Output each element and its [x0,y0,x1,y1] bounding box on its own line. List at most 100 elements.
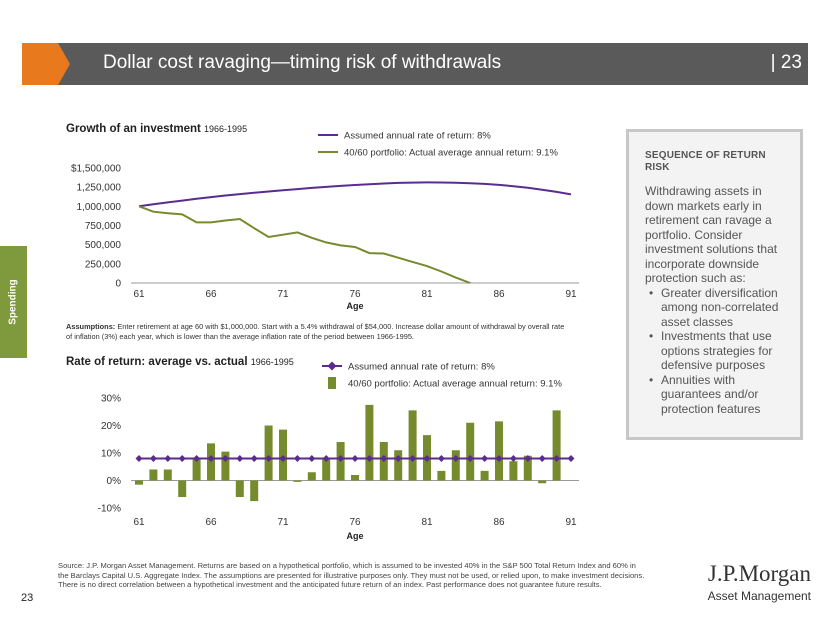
line-point [207,455,215,462]
line-point [221,455,229,462]
bar [235,480,244,497]
legend-marker [327,361,337,371]
header-page-number: | 23 [770,52,802,73]
line-point [322,455,330,462]
line-point [524,455,532,462]
x-tick-label: 81 [421,517,433,528]
line-point [553,455,561,462]
bar [523,455,532,481]
y-tick-label: 1,250,000 [77,183,122,194]
y-tick-label: 250,000 [85,259,122,270]
series-line-assumed [138,181,572,208]
line-point [409,455,417,462]
line-point [279,455,287,462]
y-tick-label: 0 [115,279,121,290]
x-tick-label: 86 [493,517,505,528]
line-point [365,455,373,462]
chart2-title-years: 1966-1995 [250,357,294,367]
page-number: 23 [21,592,34,604]
bar [365,404,374,481]
y-tick-label: 10% [101,449,121,460]
assumptions-note: Assumptions: Enter retirement at age 60 … [66,322,566,342]
bar [394,450,403,481]
bar [293,480,302,482]
list-item: Annuities with guarantees and/or protect… [645,373,788,417]
line-point [380,455,388,462]
x-axis-label: Age [346,301,363,311]
line-point [236,455,244,462]
line-point [423,455,431,462]
logo-subtitle: Asset Management [707,589,811,603]
legend-label: Assumed annual rate of return: 8% [344,131,491,142]
assumptions-text: Enter retirement at age 60 with $1,000,0… [66,322,565,341]
line-point [250,455,258,462]
legend-label: 40/60 portfolio: Actual average annual r… [348,379,562,390]
logo-jpmorgan: J.P.Morgan [707,561,811,586]
section-tab-spending: Spending [0,246,27,358]
y-tick-label: 500,000 [85,240,122,251]
x-tick-label: 66 [205,289,217,300]
line-point [293,455,301,462]
bar [408,410,417,481]
line-point [178,455,186,462]
bar [149,469,158,481]
line-point [466,455,474,462]
source-note: Source: J.P. Morgan Asset Management. Re… [58,561,645,590]
line-point [164,455,172,462]
x-tick-label: 81 [421,289,433,300]
x-tick-label: 86 [493,289,505,300]
page-title: Dollar cost ravaging—timing risk of with… [103,52,502,73]
bar [437,470,446,481]
bar [351,475,359,481]
y-tick-label: $1,500,000 [71,164,121,175]
header-arrow-icon [22,43,70,85]
y-tick-label: 30% [101,394,121,405]
x-tick-label: 76 [349,289,361,300]
line-point [308,455,316,462]
chart2-title: Rate of return: average vs. actual 1966-… [66,356,294,368]
bar [480,470,489,481]
bar [466,422,475,481]
bar [451,450,460,481]
bar [135,480,143,485]
chart1-title: Growth of an investment 1966-1995 [66,123,247,135]
y-tick-label: 750,000 [85,221,122,232]
bar [538,480,547,484]
assumptions-label: Assumptions: [66,322,116,331]
line-point [567,455,575,462]
line-point [135,455,143,462]
line-point [509,455,517,462]
bar [264,425,273,481]
bar [552,410,561,481]
sequence-risk-title: SEQUENCE OF RETURN RISK [645,150,766,173]
chart2-title-text: Rate of return: average vs. actual [66,356,248,368]
line-point [149,455,157,462]
y-tick-label: 0% [107,476,122,487]
line-point [265,455,273,462]
x-tick-label: 66 [205,517,217,528]
bar [307,472,316,481]
line-point [337,455,345,462]
bar [250,480,259,502]
x-tick-label: 71 [277,517,289,528]
y-tick-label: 20% [101,421,121,432]
x-tick-label: 91 [565,517,577,528]
x-tick-label: 61 [133,517,145,528]
sequence-risk-box: SEQUENCE OF RETURN RISK Withdrawing asse… [626,129,803,440]
chart1-title-text: Growth of an investment [66,123,201,135]
bar [322,458,331,481]
bar [509,461,518,481]
sequence-risk-body: Withdrawing assets in down markets early… [645,184,778,285]
line-point [481,455,489,462]
x-tick-label: 91 [565,289,577,300]
line-point [437,455,445,462]
line-point [193,455,201,462]
x-tick-label: 71 [277,289,289,300]
bar [221,451,230,481]
legend-label: 40/60 portfolio: Actual average annual r… [344,148,558,159]
bar [192,458,201,481]
bar [178,480,187,497]
header-bar [22,43,808,85]
line-point [452,455,460,462]
list-item: Investments that use options strategies … [645,329,788,373]
